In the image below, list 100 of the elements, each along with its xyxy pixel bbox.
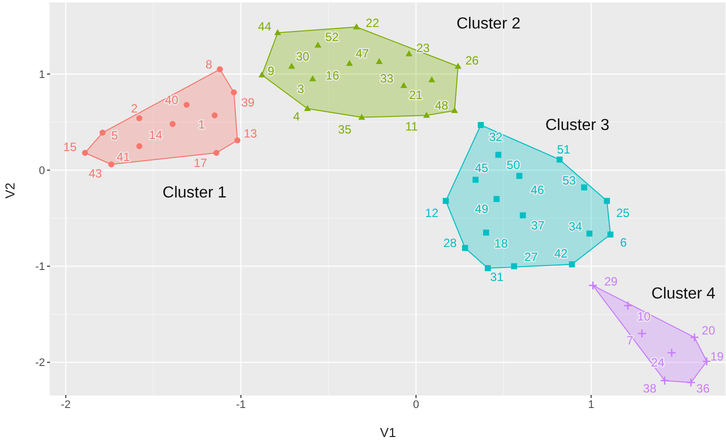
- annotation: 50: [506, 158, 520, 172]
- point: [234, 137, 240, 144]
- point: [607, 232, 614, 238]
- point: [170, 121, 176, 128]
- point: [556, 156, 563, 163]
- annotation: 48: [434, 98, 449, 113]
- annotation: 18: [494, 236, 508, 251]
- annotation: 6: [620, 236, 628, 250]
- point: [478, 122, 484, 128]
- point: [667, 348, 676, 358]
- annotation: 51: [556, 142, 571, 157]
- point: [511, 263, 518, 270]
- x-tick-label: 1: [588, 398, 594, 411]
- point: [258, 71, 266, 78]
- point: [376, 58, 383, 64]
- annotation: 12: [425, 206, 439, 220]
- annotation: 43: [88, 166, 102, 180]
- point: [581, 184, 588, 190]
- annotation: 15: [63, 140, 78, 154]
- annotation: 16: [326, 68, 340, 82]
- point: [702, 356, 712, 366]
- annotation: 22: [366, 16, 380, 30]
- point: [406, 50, 412, 56]
- point: [304, 105, 311, 112]
- point: [516, 172, 522, 179]
- annotation: 29: [604, 274, 618, 288]
- point: [451, 106, 458, 113]
- annotation: 5: [111, 128, 118, 143]
- point: [184, 102, 190, 108]
- point: [472, 176, 479, 183]
- point: [568, 261, 575, 268]
- annotation: 7: [626, 334, 634, 348]
- point: [216, 66, 223, 72]
- x-axis-title: V1: [380, 425, 396, 440]
- annotation: 9: [268, 64, 275, 78]
- point: [100, 130, 106, 136]
- annotation: 37: [531, 218, 545, 232]
- annotation: 45: [474, 160, 489, 175]
- point: [358, 114, 366, 120]
- point: [686, 378, 696, 388]
- annotation: 30: [296, 49, 310, 64]
- annotation: 33: [380, 72, 394, 86]
- point: [428, 76, 436, 82]
- point: [346, 60, 353, 66]
- x-tick-label: -1: [236, 398, 246, 411]
- annotation: 47: [356, 46, 370, 61]
- point: [690, 332, 700, 342]
- annotation: 49: [474, 202, 489, 216]
- annotation: 21: [409, 88, 423, 102]
- point: [604, 198, 610, 204]
- annotation: 53: [562, 173, 576, 188]
- point: [495, 152, 502, 158]
- y-tick-label: 1: [38, 68, 45, 81]
- point: [108, 161, 114, 168]
- point: [136, 115, 142, 122]
- annotation: 39: [241, 95, 255, 110]
- annotation: 2: [130, 101, 138, 116]
- annotation: 19: [710, 349, 724, 364]
- annotation: 20: [702, 323, 716, 338]
- annotation: 32: [489, 130, 503, 144]
- annotation: 28: [443, 236, 458, 250]
- point: [309, 75, 316, 82]
- annotation: 24: [651, 356, 665, 370]
- point: [588, 280, 598, 290]
- point: [213, 150, 220, 156]
- annotation: 27: [524, 250, 538, 264]
- annotation: 44: [258, 20, 272, 34]
- x-tick-label: -2: [60, 398, 71, 411]
- point: [586, 230, 592, 237]
- point: [82, 150, 88, 156]
- point: [660, 376, 670, 386]
- point: [274, 29, 282, 36]
- point: [484, 265, 491, 272]
- annotation: 25: [616, 206, 630, 220]
- annotation: 23: [416, 40, 430, 55]
- annotation: 38: [643, 382, 657, 396]
- y-tick-label: -1: [35, 261, 45, 274]
- point: [288, 62, 296, 69]
- point: [623, 300, 633, 310]
- point: [442, 198, 449, 204]
- y-axis-title: V2: [2, 182, 18, 198]
- point: [454, 62, 462, 69]
- annotation: 3: [297, 82, 304, 96]
- annotation: 26: [465, 53, 480, 68]
- point: [423, 112, 430, 118]
- annotation: 11: [405, 119, 418, 134]
- annotation: 34: [568, 220, 582, 234]
- point: [353, 23, 360, 30]
- annotation: 10: [637, 310, 651, 324]
- annotation: 1: [198, 117, 206, 132]
- y-tick-label: -2: [35, 357, 45, 370]
- series-label: Cluster 3: [545, 116, 610, 134]
- point: [637, 328, 647, 338]
- point: [520, 212, 526, 218]
- x-tick-label: 0: [412, 398, 420, 411]
- point: [314, 42, 322, 48]
- series-label: Cluster 1: [162, 184, 227, 202]
- annotation: 31: [490, 270, 504, 284]
- point: [483, 230, 490, 236]
- point: [462, 244, 468, 251]
